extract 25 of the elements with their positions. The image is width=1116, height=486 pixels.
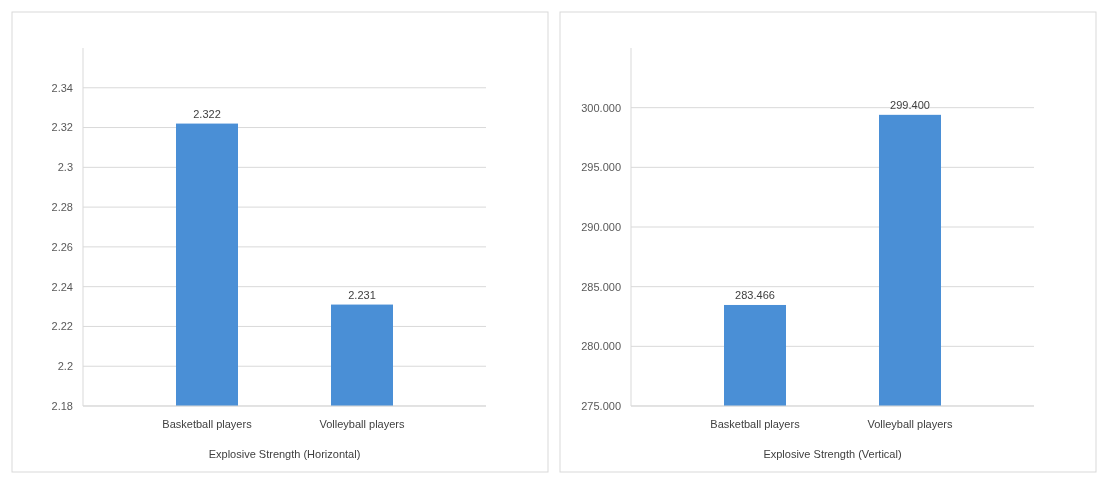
x-tick-label: Volleyball players [319,418,405,430]
y-tick-label: 280.000 [581,340,621,353]
y-tick-label: 2.26 [51,240,73,253]
y-tick-label: 290.000 [581,220,621,233]
x-axis-title: Explosive Strength (Horizontal) [208,448,361,460]
y-tick-label: 2.2 [57,360,73,373]
y-tick-label: 295.000 [581,161,621,174]
y-tick-label: 2.3 [57,161,73,174]
x-tick-label: Basketball players [162,418,253,430]
y-tick-label: 2.32 [51,121,73,134]
data-label: 299.400 [890,98,930,111]
data-label: 2.231 [348,288,376,301]
x-tick-label: Basketball players [710,418,801,430]
data-label: 2.322 [193,107,221,120]
y-tick-label: 2.34 [51,81,73,94]
y-tick-label: 300.000 [581,101,621,114]
x-axis-title: Explosive Strength (Vertical) [763,448,902,460]
x-tick-label: Volleyball players [867,418,953,430]
y-tick-label: 2.28 [51,200,73,213]
y-tick-label: 2.18 [51,399,73,412]
y-tick-label: 275.000 [581,399,621,412]
y-tick-label: 2.22 [51,320,73,333]
y-tick-label: 2.24 [51,280,73,293]
y-tick-label: 285.000 [581,280,621,293]
data-label: 283.466 [735,288,775,301]
